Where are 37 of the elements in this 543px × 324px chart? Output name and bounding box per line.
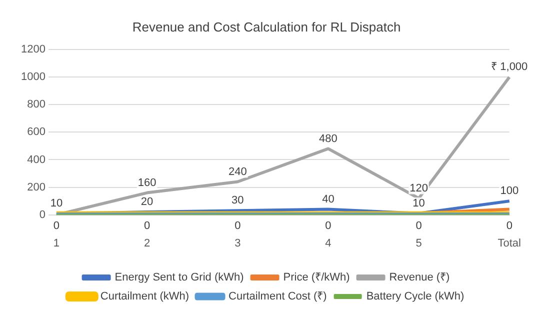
y-tick-label: 600 — [27, 126, 46, 138]
legend-label: Price (₹/kWh) — [283, 272, 350, 284]
y-tick-label: 400 — [27, 154, 46, 166]
data-label: 0 — [144, 220, 150, 232]
data-label: 0 — [234, 220, 241, 232]
data-label: 0 — [416, 220, 422, 232]
data-label: 160 — [138, 176, 156, 189]
legend-label: Revenue (₹) — [389, 272, 450, 284]
y-tick-label: 0 — [39, 208, 46, 221]
legend-label: Battery Cycle (kWh) — [366, 290, 464, 303]
data-label: 120 — [410, 182, 428, 194]
legend-label: Energy Sent to Grid (kWh) — [114, 272, 244, 284]
data-label: ₹ 1,000 — [491, 61, 528, 74]
data-label: 100 — [500, 185, 519, 198]
y-tick-label: 1000 — [20, 71, 46, 84]
x-tick-label: 3 — [234, 237, 241, 250]
data-label: 240 — [228, 166, 247, 178]
x-tick-label: 2 — [144, 237, 150, 250]
data-label: 30 — [232, 194, 244, 207]
chart-title: Revenue and Cost Calculation for RL Dispatch — [132, 19, 401, 34]
data-label: 0 — [53, 220, 60, 232]
x-tick-label: 5 — [416, 237, 422, 250]
data-label: 480 — [319, 132, 338, 145]
data-label: 10 — [412, 197, 425, 210]
data-label: 20 — [140, 196, 154, 208]
legend-label: Curtailment Cost (₹) — [228, 290, 327, 303]
y-tick-label: 1200 — [20, 44, 46, 56]
data-label: 10 — [50, 197, 63, 210]
x-tick-label: 4 — [325, 237, 332, 250]
y-tick-label: 800 — [27, 98, 46, 111]
data-label: 0 — [506, 220, 512, 232]
data-label: 40 — [322, 193, 334, 206]
x-tick-label: Total — [498, 237, 522, 250]
data-label: 0 — [325, 220, 332, 232]
legend-label: Curtailment (kWh) — [100, 290, 190, 303]
y-tick-label: 200 — [27, 181, 46, 194]
x-tick-label: 1 — [53, 237, 60, 250]
